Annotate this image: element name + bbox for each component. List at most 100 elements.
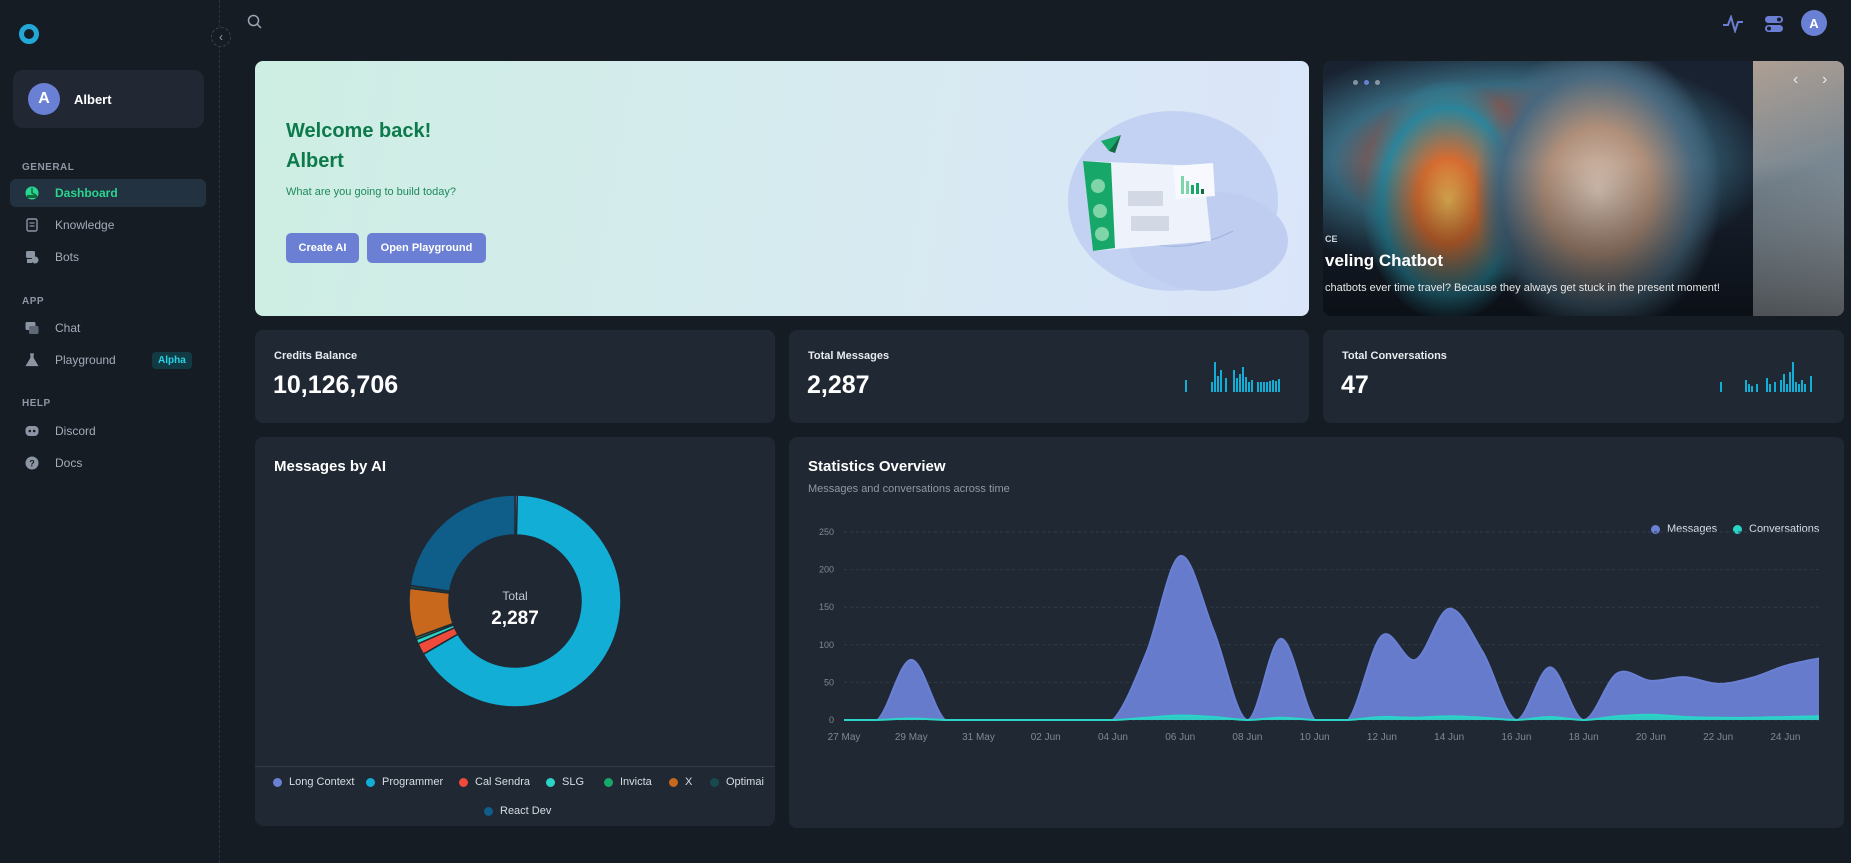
legend-item-cal-sendra[interactable]: Cal Sendra bbox=[459, 776, 530, 788]
carousel-dots bbox=[1353, 80, 1380, 85]
legend-swatch bbox=[1733, 524, 1742, 534]
card-title: Messages by AI bbox=[274, 458, 386, 475]
legend-label: Cal Sendra bbox=[475, 776, 531, 788]
chevron-left-icon: ‹ bbox=[219, 30, 223, 44]
y-tick-label: 0 bbox=[829, 715, 834, 725]
flask-icon bbox=[25, 353, 39, 367]
y-tick-label: 200 bbox=[819, 565, 834, 575]
featured-carousel[interactable]: ‹ › CE veling Chatbot chatbots ever time… bbox=[1323, 61, 1844, 316]
welcome-banner: Welcome back! Albert What are you going … bbox=[255, 61, 1309, 316]
legend-item-slg[interactable]: SLG bbox=[546, 776, 584, 788]
legend-label: SLG bbox=[562, 776, 585, 788]
x-tick-label: 06 Jun bbox=[1165, 732, 1195, 743]
legend-item-long-context[interactable]: Long Context bbox=[273, 776, 354, 788]
line-conversations bbox=[844, 713, 1820, 722]
legend-label: Long Context bbox=[289, 776, 355, 788]
welcome-line-1: Welcome back! bbox=[286, 120, 432, 142]
legend-swatch bbox=[669, 777, 678, 787]
area-conversations[interactable] bbox=[844, 714, 1819, 720]
donut-slice-react-dev[interactable] bbox=[409, 494, 516, 593]
legend-label: Invicta bbox=[620, 776, 652, 788]
svg-text:?: ? bbox=[29, 459, 35, 469]
stat-label: Total Messages bbox=[808, 350, 890, 362]
y-tick-label: 250 bbox=[819, 527, 834, 537]
messages-by-ai-card: Messages by AI Total 2,287 Long Context P… bbox=[255, 437, 775, 826]
book-icon bbox=[25, 218, 39, 232]
legend-item-programmer[interactable]: Programmer bbox=[366, 776, 443, 788]
y-tick-label: 50 bbox=[824, 677, 834, 687]
carousel-dot-active[interactable] bbox=[1364, 80, 1369, 85]
legend-item-react-dev[interactable]: React Dev bbox=[484, 805, 551, 817]
welcome-heading: Welcome back! Albert bbox=[286, 116, 431, 176]
sidebar-item-bots[interactable]: Bots bbox=[10, 243, 206, 271]
stat-value: 2,287 bbox=[807, 371, 870, 399]
create-ai-button[interactable]: Create AI bbox=[286, 233, 359, 263]
activity-icon[interactable] bbox=[1720, 12, 1746, 36]
carousel-tag: CE bbox=[1325, 234, 1338, 244]
sidebar-item-chat[interactable]: Chat bbox=[10, 314, 206, 342]
x-tick-label: 18 Jun bbox=[1569, 732, 1599, 743]
legend-item-optimai[interactable]: Optimai bbox=[710, 776, 764, 788]
legend-item-x[interactable]: X bbox=[669, 776, 692, 788]
x-tick-label: 08 Jun bbox=[1232, 732, 1262, 743]
sidebar-item-discord[interactable]: Discord bbox=[10, 417, 206, 445]
messages-sparkline bbox=[1185, 362, 1280, 392]
section-title-app: APP bbox=[22, 296, 45, 307]
y-tick-label: 100 bbox=[819, 640, 834, 650]
sidebar-item-label: Knowledge bbox=[55, 218, 115, 232]
legend-swatch bbox=[710, 777, 719, 787]
donut-slice-programmer[interactable] bbox=[422, 494, 622, 708]
x-tick-label: 02 Jun bbox=[1031, 732, 1061, 743]
avatar: A bbox=[28, 83, 60, 115]
legend-swatch bbox=[459, 777, 468, 787]
stat-label: Credits Balance bbox=[274, 350, 358, 362]
collapse-sidebar-button[interactable]: ‹ bbox=[211, 27, 231, 47]
open-playground-button[interactable]: Open Playground bbox=[367, 233, 486, 263]
dashboard-illustration bbox=[1068, 111, 1288, 291]
carousel-next-button[interactable]: › bbox=[1822, 71, 1828, 88]
statistics-overview-card: Statistics Overview Messages and convers… bbox=[789, 437, 1844, 828]
search-icon[interactable] bbox=[247, 14, 263, 30]
stat-value: 47 bbox=[1341, 371, 1369, 399]
x-tick-label: 22 Jun bbox=[1703, 732, 1733, 743]
sidebar-item-label: Docs bbox=[55, 456, 83, 470]
card-title: Statistics Overview bbox=[808, 458, 946, 475]
user-card[interactable]: A Albert bbox=[13, 70, 204, 128]
carousel-dot[interactable] bbox=[1353, 80, 1358, 85]
legend-swatch bbox=[273, 777, 282, 787]
sidebar-item-knowledge[interactable]: Knowledge bbox=[10, 211, 206, 239]
legend-label: X bbox=[685, 776, 693, 788]
statistics-area-chart: 0 50 100 150 200 250 27 May 29 May 31 May 02 Jun 0… bbox=[819, 527, 1820, 743]
section-title-help: HELP bbox=[22, 398, 51, 409]
sidebar-item-docs[interactable]: ? Docs bbox=[10, 449, 206, 477]
welcome-user-name: Albert bbox=[286, 150, 344, 172]
stat-label: Total Conversations bbox=[1342, 350, 1447, 362]
sidebar-item-label: Chat bbox=[55, 321, 81, 335]
sidebar-item-dashboard[interactable]: Dashboard bbox=[10, 179, 206, 207]
legend-label: Optimai bbox=[726, 776, 764, 788]
bot-icon bbox=[25, 250, 39, 264]
x-tick-label: 04 Jun bbox=[1098, 732, 1128, 743]
total-conversations-card: Total Conversations 47 bbox=[1323, 330, 1844, 423]
settings-toggle-icon[interactable] bbox=[1761, 12, 1787, 36]
x-tick-label: 16 Jun bbox=[1501, 732, 1531, 743]
carousel-prev-button[interactable]: ‹ bbox=[1793, 71, 1799, 88]
user-name: Albert bbox=[74, 91, 112, 107]
legend-item-invicta[interactable]: Invicta bbox=[604, 776, 652, 788]
x-tick-label: 29 May bbox=[895, 732, 928, 743]
account-avatar[interactable]: A bbox=[1801, 10, 1827, 36]
app-logo[interactable] bbox=[19, 24, 39, 44]
area-messages[interactable] bbox=[844, 555, 1819, 720]
messages-by-ai-donut-chart bbox=[408, 494, 622, 708]
donut-center-value: 2,287 bbox=[491, 608, 539, 629]
legend-item-conversations[interactable]: Conversations bbox=[1733, 523, 1819, 535]
sidebar-item-playground[interactable]: Playground Alpha bbox=[10, 346, 206, 374]
carousel-overlay bbox=[1323, 61, 1844, 316]
dashboard-icon bbox=[25, 186, 39, 200]
sidebar: ‹ A Albert GENERAL Dashboard Knowledge B… bbox=[0, 0, 231, 863]
x-tick-label: 14 Jun bbox=[1434, 732, 1464, 743]
carousel-dot[interactable] bbox=[1375, 80, 1380, 85]
card-subtitle: Messages and conversations across time bbox=[808, 483, 1010, 495]
y-tick-label: 150 bbox=[819, 602, 834, 612]
conversations-sparkline bbox=[1720, 362, 1812, 392]
